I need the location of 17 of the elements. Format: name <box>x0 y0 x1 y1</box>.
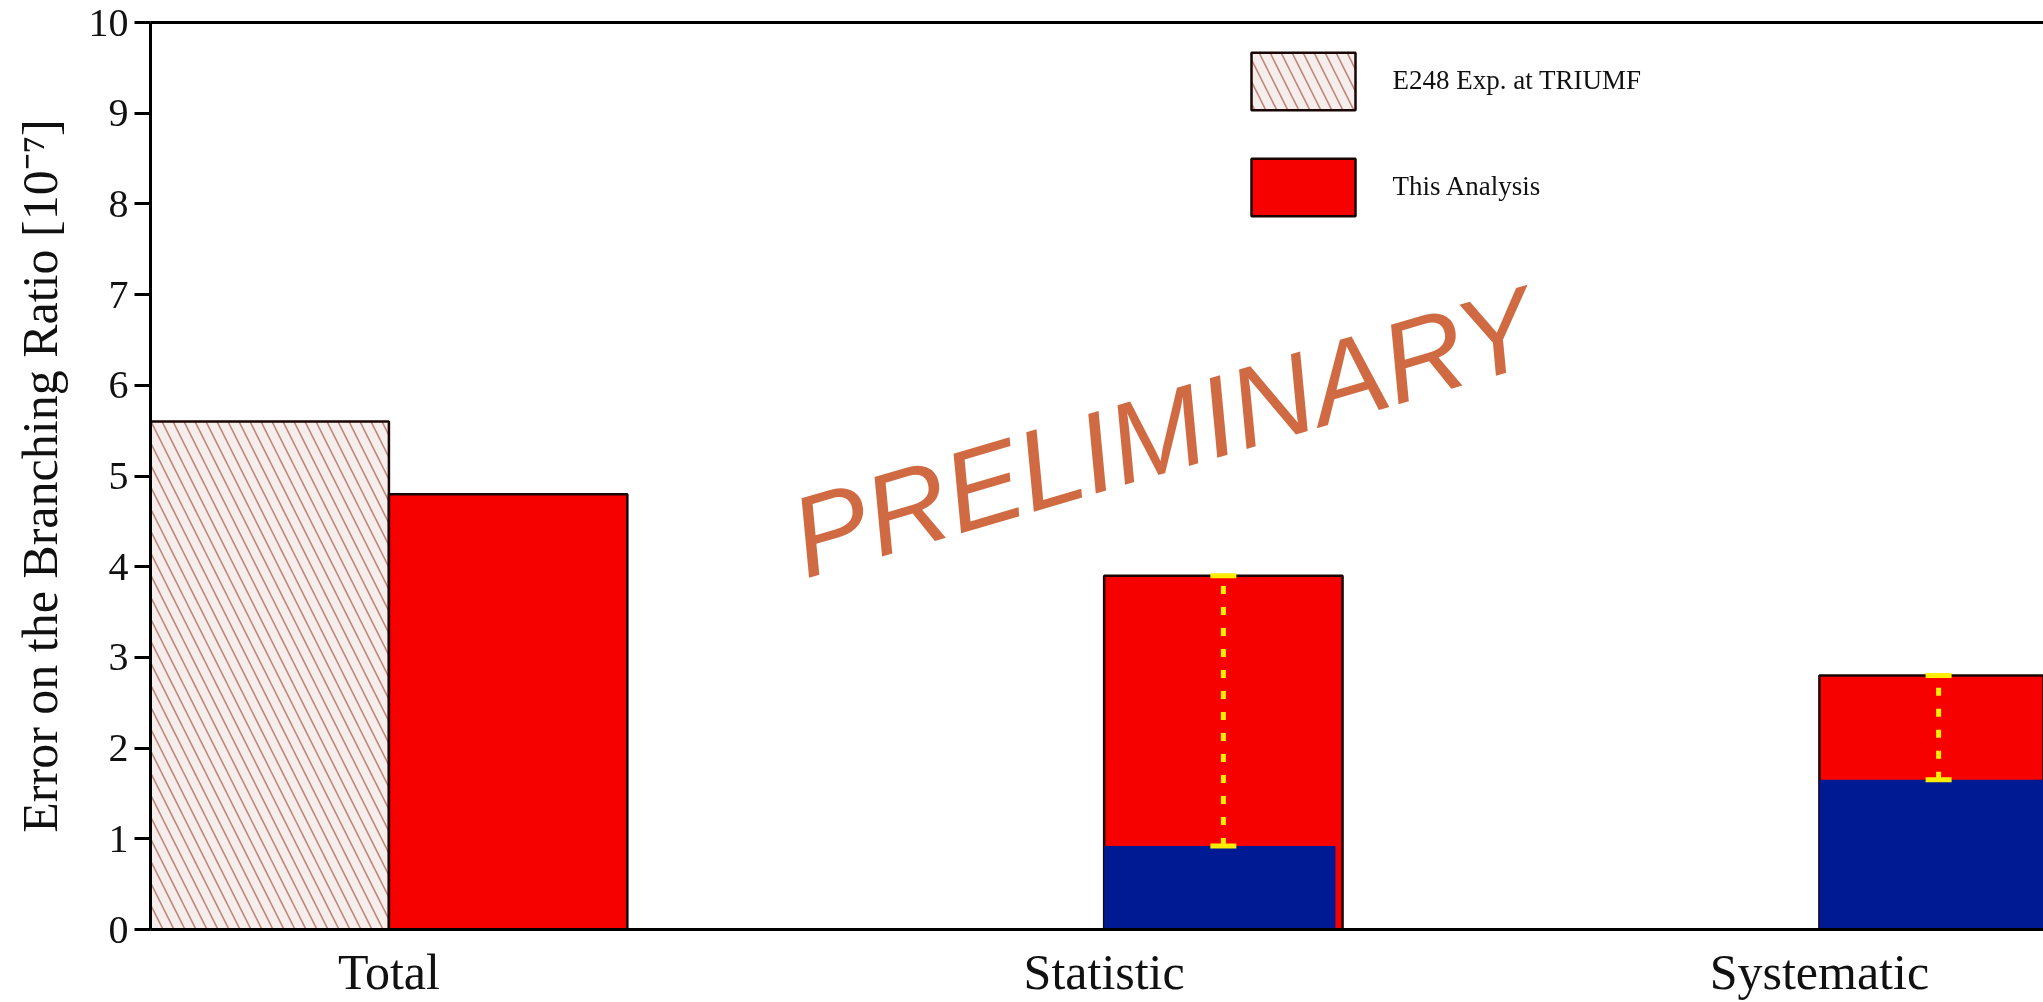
y-tick-label: 2 <box>108 725 129 771</box>
y-tick-label: 1 <box>108 815 129 861</box>
y-tick-label: 4 <box>108 543 129 589</box>
y-tick-label: 8 <box>108 180 129 226</box>
legend-label: E248 Exp. at TRIUMF <box>1392 64 1641 98</box>
y-axis-title: Error on the Branching Ratio [10⁻⁷] <box>11 119 68 833</box>
y-tick-label: 3 <box>108 634 129 680</box>
y-tick-label: 7 <box>108 271 129 317</box>
y-tick-label: 9 <box>108 90 129 136</box>
x-tick-label: Statistic <box>1023 943 1185 1000</box>
y-tick-label: 10 <box>88 0 129 45</box>
x-tick-label: Systematic <box>1709 943 1930 1000</box>
y-tick-label: 0 <box>108 906 129 952</box>
y-tick-label: 6 <box>108 362 129 408</box>
x-tick-label: Total <box>337 943 440 1000</box>
legend-label: This Analysis <box>1392 170 1541 204</box>
y-tick-label: 5 <box>108 453 129 498</box>
